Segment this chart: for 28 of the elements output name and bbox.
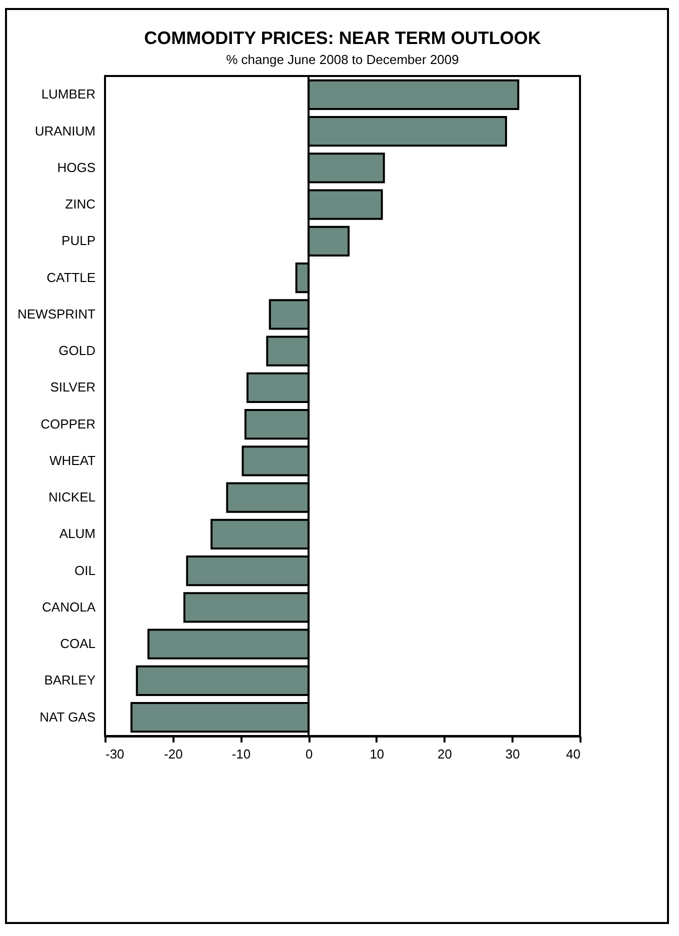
y-tick-label: LUMBER <box>41 86 96 102</box>
y-tick-label: SILVER <box>50 380 96 395</box>
chart-title: COMMODITY PRICES: NEAR TERM OUTLOOK <box>144 28 541 48</box>
y-tick-label: OIL <box>74 562 96 578</box>
y-tick-label: WHEAT <box>50 452 96 468</box>
y-tick-label: PULP <box>62 233 96 248</box>
x-tick-label: 0 <box>305 746 313 762</box>
y-tick-label: COPPER <box>40 416 96 432</box>
x-tick-label: -10 <box>232 746 251 762</box>
y-tick-label: HOGS <box>57 160 96 175</box>
y-tick-label: GOLD <box>58 343 96 358</box>
y-tick-label: CATTLE <box>46 270 96 285</box>
y-tick-label: NICKEL <box>48 490 96 505</box>
x-tick-label: 40 <box>566 746 580 762</box>
y-tick-label: ALUM <box>59 526 96 542</box>
y-tick-label: BARLEY <box>44 672 96 688</box>
y-tick-label: ZINC <box>65 196 96 212</box>
x-tick-label: -30 <box>106 746 124 762</box>
x-tick-label: 10 <box>370 746 384 762</box>
y-tick-label: CANOLA <box>42 599 96 614</box>
chart-subtitle: % change June 2008 to December 2009 <box>226 52 459 67</box>
y-tick-label: URANIUM <box>34 123 96 138</box>
y-tick-label: NAT GAS <box>40 709 96 724</box>
y-tick-label: COAL <box>60 636 96 652</box>
x-tick-label: -20 <box>164 746 183 762</box>
x-tick-label: 20 <box>438 746 452 762</box>
y-tick-label: NEWSPRINT <box>18 306 96 322</box>
x-tick-label: 30 <box>505 746 520 762</box>
